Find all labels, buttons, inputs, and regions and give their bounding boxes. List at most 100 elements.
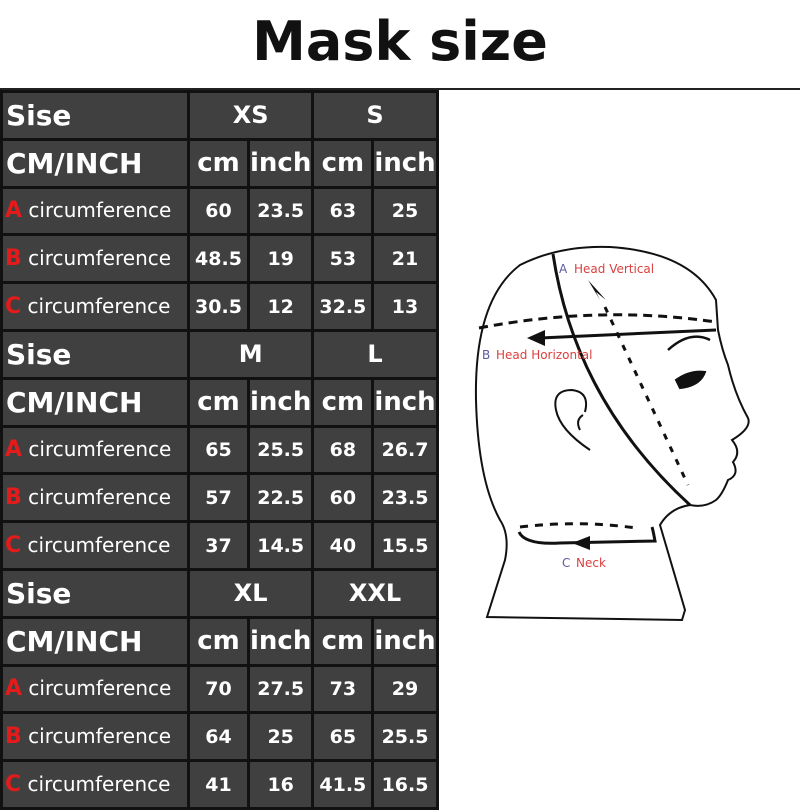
row-label: A circumference [0, 185, 190, 237]
measure-letter: C [5, 294, 22, 320]
arrow-c-icon [572, 536, 590, 550]
measure-label: circumference [27, 294, 171, 319]
eyebrow-icon [667, 335, 711, 351]
head-outline [474, 245, 750, 622]
table-cell: 27.5 [246, 663, 315, 715]
label-b-text: Head Horizontal [496, 348, 592, 362]
table-cell: 22.5 [246, 472, 315, 524]
line-c-solid [517, 526, 657, 545]
line-b-solid [539, 328, 717, 340]
table-cell: 40 [311, 520, 375, 571]
line-a-vertical [551, 253, 692, 507]
table-cell: 23.5 [371, 472, 439, 524]
unit-header: inch [246, 137, 315, 189]
table-row: C circumference 30.5 12 32.5 13 [0, 281, 439, 332]
table-cell: 19 [246, 233, 315, 285]
unit-header: cm [187, 376, 250, 428]
measure-label: circumference [27, 772, 171, 797]
size-header: M [186, 328, 315, 380]
row-label: C circumference [0, 520, 190, 571]
table-cell: 25 [246, 711, 315, 763]
head-measurement-diagram: A Head Vertical B Head Horizontal C Neck [474, 245, 750, 622]
table-cell: 53 [311, 233, 375, 285]
table-cell: 57 [187, 472, 250, 524]
table-row: C circumference 41 16 41.5 16.5 [0, 759, 439, 810]
table-cell: 65 [311, 711, 375, 763]
table-cell: 60 [311, 472, 375, 524]
table-cell: 26.7 [371, 424, 439, 476]
row-label: B circumference [0, 472, 190, 524]
measure-letter: C [5, 533, 22, 559]
table-row: C circumference 37 14.5 40 15.5 [0, 520, 439, 571]
size-header-row: Sise M L [0, 328, 439, 380]
measure-label: circumference [28, 246, 172, 271]
page-title: Mask size [252, 10, 548, 73]
table-cell: 64 [187, 711, 250, 763]
unit-header: cm [311, 137, 375, 189]
table-cell: 32.5 [311, 281, 375, 332]
line-c-dashed [519, 522, 637, 530]
arrow-a-icon [588, 280, 606, 300]
unit-label: CM/INCH [0, 137, 190, 189]
size-label: Sise [0, 90, 190, 141]
label-c-text: Neck [576, 556, 606, 570]
table-cell: 16 [246, 759, 315, 810]
measure-label: circumference [27, 533, 171, 558]
row-label: C circumference [0, 281, 190, 332]
unit-header-row: CM/INCH cm inch cm inch [0, 615, 439, 667]
row-label: B circumference [0, 711, 190, 763]
table-cell: 30.5 [187, 281, 250, 332]
measure-letter: B [5, 724, 22, 750]
label-b-letter: B [482, 348, 490, 362]
size-table: Sise XS S CM/INCH cm inch cm inch A circumferenc… [0, 90, 439, 810]
table-row: A circumference 60 23.5 63 25 [0, 185, 439, 237]
table-cell: 25.5 [371, 711, 439, 763]
unit-header: cm [311, 615, 375, 667]
table-cell: 63 [311, 185, 375, 237]
size-label: Sise [0, 328, 190, 380]
table-cell: 37 [187, 520, 250, 571]
unit-header: cm [311, 376, 375, 428]
eye-icon [674, 370, 707, 390]
table-cell: 68 [311, 424, 375, 476]
table-cell: 48.5 [187, 233, 250, 285]
table-row: A circumference 65 25.5 68 26.7 [0, 424, 439, 476]
table-cell: 13 [371, 281, 439, 332]
measure-letter: A [5, 437, 23, 463]
ear-icon [554, 388, 591, 451]
row-label: C circumference [0, 759, 190, 810]
label-a-text: Head Vertical [574, 262, 654, 276]
unit-label: CM/INCH [0, 615, 190, 667]
divider [0, 88, 800, 90]
table-cell: 25.5 [246, 424, 315, 476]
unit-header: inch [371, 615, 439, 667]
table-cell: 14.5 [246, 520, 315, 571]
row-label: B circumference [0, 233, 190, 285]
unit-label: CM/INCH [0, 376, 190, 428]
measure-letter: B [5, 485, 22, 511]
table-cell: 21 [371, 233, 439, 285]
table-cell: 29 [371, 663, 439, 715]
row-label: A circumference [0, 663, 190, 715]
size-header-row: Sise XS S [0, 90, 439, 141]
table-cell: 16.5 [371, 759, 439, 810]
table-row: B circumference 57 22.5 60 23.5 [0, 472, 439, 524]
unit-header: cm [187, 137, 250, 189]
row-label: A circumference [0, 424, 190, 476]
measure-label: circumference [28, 724, 172, 749]
size-header: XL [186, 567, 315, 619]
table-cell: 15.5 [371, 520, 439, 571]
arrow-b-icon [527, 330, 545, 346]
measure-label: circumference [28, 676, 172, 701]
table-cell: 12 [246, 281, 315, 332]
size-header: XXL [311, 567, 439, 619]
table-cell: 41.5 [311, 759, 375, 810]
table-cell: 23.5 [246, 185, 315, 237]
measure-label: circumference [28, 437, 172, 462]
table-cell: 25 [371, 185, 439, 237]
size-header: L [311, 328, 439, 380]
size-header-row: Sise XL XXL [0, 567, 439, 619]
size-header: S [311, 90, 439, 141]
measure-letter: A [5, 676, 23, 702]
table-row: B circumference 48.5 19 53 21 [0, 233, 439, 285]
